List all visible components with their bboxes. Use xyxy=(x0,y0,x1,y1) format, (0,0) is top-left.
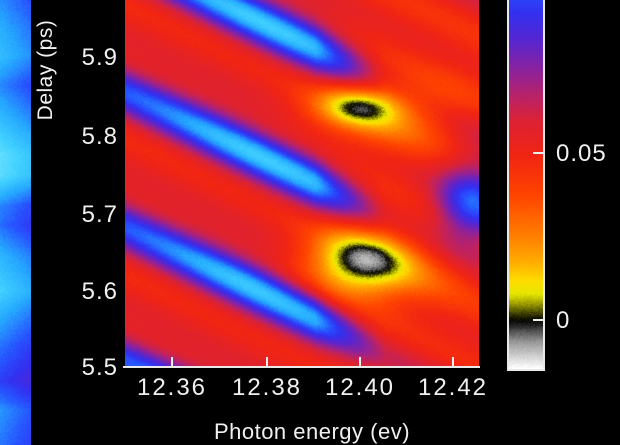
x-axis-label: Photon energy (ev) xyxy=(162,419,462,445)
y-tick-label: 5.8 xyxy=(56,124,118,150)
colorbar-tick-label: 0.05 xyxy=(556,141,607,167)
colorbar xyxy=(507,0,545,371)
adjacent-panel-strip xyxy=(0,0,31,445)
colorbar-tick-mark xyxy=(533,152,543,154)
y-tick-label: 5.6 xyxy=(56,279,118,305)
x-tick-label: 12.42 xyxy=(403,375,503,401)
x-tick-mark xyxy=(171,357,173,366)
x-tick-label: 12.38 xyxy=(217,375,317,401)
x-axis-line xyxy=(123,366,480,368)
colorbar-tick-mark xyxy=(533,319,543,321)
figure: Delay (ps) 5.9 5.8 5.7 5.6 5.5 12.36 12.38 12.… xyxy=(0,0,620,445)
colorbar-tick-label: 0 xyxy=(556,308,570,334)
x-tick-label: 12.40 xyxy=(310,375,410,401)
x-tick-mark xyxy=(266,357,268,366)
colorbar-gradient xyxy=(509,0,543,369)
x-tick-mark xyxy=(359,357,361,366)
y-tick-label: 5.7 xyxy=(56,202,118,228)
y-tick-label: 5.9 xyxy=(56,45,118,71)
y-axis-label: Delay (ps) xyxy=(34,20,58,121)
heatmap-canvas xyxy=(125,0,479,368)
y-tick-label: 5.5 xyxy=(56,355,118,381)
x-tick-mark xyxy=(452,357,454,366)
x-tick-label: 12.36 xyxy=(122,375,222,401)
